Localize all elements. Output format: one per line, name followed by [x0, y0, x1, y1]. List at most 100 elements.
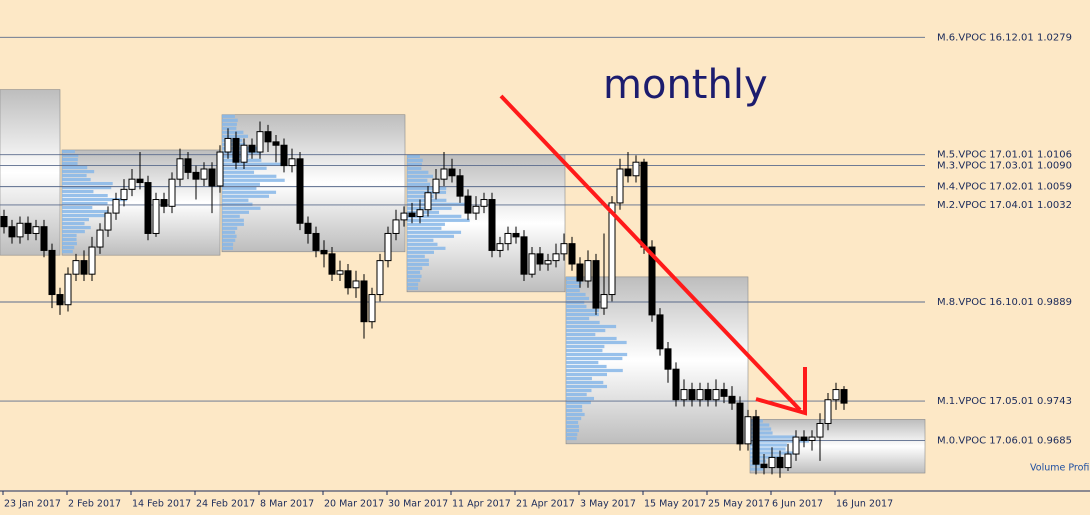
candle-body: [712, 389, 720, 401]
candle-body: [528, 253, 536, 275]
profile-bar: [750, 431, 773, 435]
profile-bar: [62, 177, 91, 182]
profile-bar: [566, 348, 603, 353]
profile-bar: [222, 174, 277, 178]
profile-bar: [750, 439, 809, 443]
candle-body: [600, 294, 608, 309]
candle-body: [304, 222, 312, 234]
candle-body: [792, 436, 800, 455]
profile-bar: [566, 424, 579, 429]
profile-bar: [222, 242, 234, 246]
candle-body: [416, 209, 424, 217]
profile-bar: [62, 237, 77, 242]
profile-bar: [407, 282, 419, 286]
x-tick-label: 24 Feb 2017: [196, 499, 255, 510]
profile-bar: [222, 202, 253, 206]
level-label: M.1.VPOC 17.05.01 0.9743: [937, 396, 1072, 407]
profile-bar: [566, 296, 590, 301]
candle-body: [480, 199, 488, 207]
profile-bar: [566, 396, 595, 401]
profile-bar: [222, 118, 238, 122]
candle-body: [328, 253, 336, 275]
candle-body: [176, 158, 184, 180]
profile-bar: [750, 423, 770, 427]
candle-body: [680, 389, 688, 401]
candle-body: [112, 199, 120, 214]
profile-bar: [222, 206, 261, 210]
candle-body: [48, 249, 56, 296]
profile-bar: [62, 217, 89, 222]
profile-bar: [566, 304, 587, 309]
profile-bar: [750, 451, 798, 455]
profile-bar: [750, 443, 787, 447]
profile-bar: [566, 300, 585, 305]
profile-bar: [62, 201, 108, 206]
profile-bar: [566, 320, 600, 325]
candle-body: [656, 314, 664, 350]
profile-bar: [566, 292, 586, 297]
profile-bar: [222, 238, 236, 242]
candle-body: [704, 389, 712, 401]
candle-body: [352, 280, 360, 289]
profile-bar: [750, 435, 797, 439]
profile-bar: [62, 233, 77, 238]
profile-bar: [222, 190, 277, 194]
candle-body: [280, 144, 288, 167]
profile-bar: [407, 274, 422, 278]
candle-body: [560, 243, 568, 255]
profile-bar: [222, 138, 243, 142]
candle-body: [536, 253, 544, 265]
candle-body: [336, 270, 344, 275]
profile-bar: [62, 181, 113, 186]
candle-body: [136, 178, 144, 184]
candle-body: [648, 246, 656, 316]
profile-bar: [566, 328, 606, 333]
candle-body: [576, 263, 584, 282]
profile-bar: [566, 408, 583, 413]
candle-body: [840, 389, 848, 404]
profile-bar: [750, 427, 772, 431]
candle-body: [240, 144, 248, 163]
profile-bar: [407, 166, 422, 170]
profile-bar: [407, 258, 429, 262]
profile-bar: [750, 467, 764, 471]
profile-bar: [407, 246, 446, 250]
profile-bar: [566, 412, 585, 417]
level-label: M.3.VPOC 17.03.01 1.0090: [937, 161, 1072, 172]
candle-body: [88, 246, 96, 275]
profile-bar: [222, 214, 240, 218]
candle-body: [824, 399, 832, 424]
profile-bar: [566, 416, 582, 421]
candle-body: [464, 195, 472, 214]
candle-body: [488, 199, 496, 251]
candle-body: [624, 168, 632, 177]
level-label: M.0.VPOC 17.06.01 0.9685: [937, 435, 1072, 446]
profile-bar: [222, 234, 237, 238]
candle-body: [408, 212, 416, 217]
candle-body: [816, 422, 824, 438]
profile-bar: [566, 336, 617, 341]
profile-bar: [407, 286, 418, 290]
profile-bar: [566, 372, 608, 377]
profile-bar: [62, 149, 75, 154]
profile-bar: [566, 364, 607, 369]
profile-bar: [566, 360, 599, 365]
level-label: M.6.VPOC 16.12.01 1.0279: [937, 32, 1072, 43]
candle-body: [368, 294, 376, 323]
profile-bar: [407, 230, 462, 234]
candle-body: [184, 158, 192, 173]
x-tick-label: 3 May 2017: [580, 499, 636, 510]
profile-bar: [566, 368, 623, 373]
profile-bar: [566, 340, 627, 345]
profile-bar: [407, 250, 434, 254]
x-tick-label: 2 Feb 2017: [68, 499, 121, 510]
x-tick-label: 30 Mar 2017: [388, 499, 448, 510]
candle-body: [672, 368, 680, 401]
profile-bar: [566, 392, 587, 397]
profile-bar: [566, 324, 617, 329]
profile-bar: [222, 178, 285, 182]
x-tick-label: 15 May 2017: [644, 499, 706, 510]
candle-body: [104, 212, 112, 231]
profile-bar: [62, 221, 85, 226]
profile-bar: [62, 197, 127, 202]
